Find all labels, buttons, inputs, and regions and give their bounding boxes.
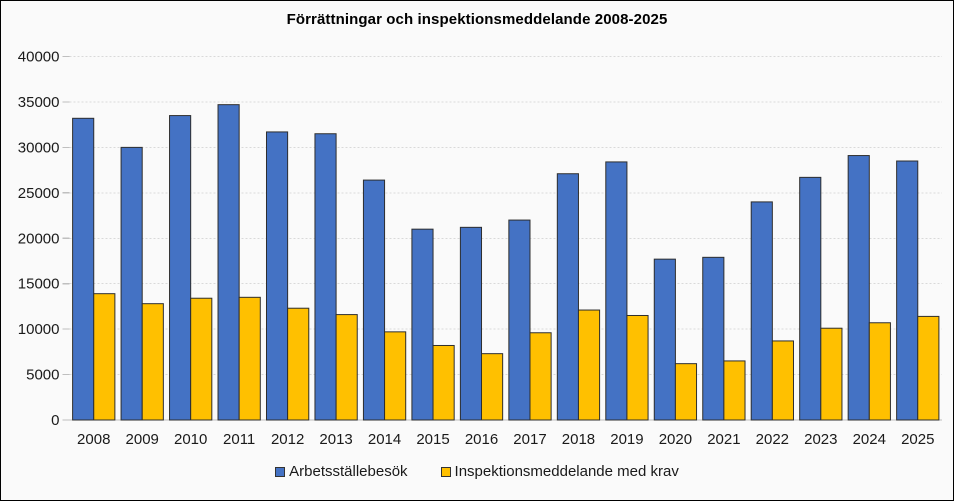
legend-item-inspektionsmeddelande: Inspektionsmeddelande med krav bbox=[440, 463, 679, 480]
bar-inspektionsmeddelande-2022 bbox=[771, 340, 794, 421]
bar-inspektionsmeddelande-2014 bbox=[384, 331, 407, 421]
chart-legend: Arbetsställebesök Inspektionsmeddelande … bbox=[1, 463, 953, 480]
bar-arbetsstallebesok-2019 bbox=[605, 161, 628, 421]
bar-inspektionsmeddelande-2011 bbox=[238, 296, 261, 421]
bar-inspektionsmeddelande-2009 bbox=[141, 303, 164, 421]
y-axis-label: 35000 bbox=[18, 94, 60, 111]
x-axis-label: 2021 bbox=[707, 431, 740, 448]
x-axis-label: 2020 bbox=[659, 431, 692, 448]
bar-arbetsstallebesok-2020 bbox=[653, 258, 676, 421]
legend-swatch-yellow bbox=[440, 466, 451, 477]
x-axis-label: 2018 bbox=[562, 431, 595, 448]
bar-arbetsstallebesok-2016 bbox=[459, 226, 483, 421]
x-axis-label: 2008 bbox=[77, 431, 110, 448]
bar-inspektionsmeddelande-2008 bbox=[93, 293, 116, 421]
bar-inspektionsmeddelande-2015 bbox=[432, 344, 455, 421]
bar-arbetsstallebesok-2014 bbox=[362, 179, 386, 421]
bar-inspektionsmeddelande-2025 bbox=[917, 315, 940, 421]
bar-inspektionsmeddelande-2017 bbox=[529, 332, 552, 421]
x-axis-label: 2023 bbox=[804, 431, 837, 448]
bar-arbetsstallebesok-2012 bbox=[265, 131, 289, 421]
bar-inspektionsmeddelande-2020 bbox=[674, 363, 698, 421]
x-axis-label: 2010 bbox=[174, 431, 207, 448]
bar-arbetsstallebesok-2017 bbox=[508, 219, 531, 421]
x-axis-label: 2015 bbox=[416, 431, 449, 448]
x-axis-label: 2019 bbox=[610, 431, 643, 448]
bar-arbetsstallebesok-2011 bbox=[217, 104, 240, 421]
bar-arbetsstallebesok-2013 bbox=[314, 133, 337, 421]
bar-arbetsstallebesok-2025 bbox=[896, 160, 919, 421]
bar-inspektionsmeddelande-2010 bbox=[190, 297, 213, 421]
bar-arbetsstallebesok-2021 bbox=[702, 256, 725, 421]
x-axis-label: 2014 bbox=[368, 431, 401, 448]
bar-inspektionsmeddelande-2012 bbox=[287, 307, 310, 421]
y-axis-label: 20000 bbox=[18, 230, 60, 247]
bar-inspektionsmeddelande-2024 bbox=[868, 322, 891, 421]
y-axis-label: 40000 bbox=[18, 49, 60, 66]
bar-inspektionsmeddelande-2023 bbox=[820, 327, 843, 421]
y-axis-label: 10000 bbox=[18, 321, 60, 338]
bar-arbetsstallebesok-2023 bbox=[799, 176, 822, 421]
bar-inspektionsmeddelande-2016 bbox=[481, 353, 504, 421]
y-axis-label: 15000 bbox=[18, 276, 60, 293]
x-axis-label: 2009 bbox=[126, 431, 159, 448]
y-axis-label: 5000 bbox=[26, 367, 59, 384]
bar-chart-plot-area: 0 5000 10000 15000 20000 25000 30000 35000 40000… bbox=[18, 49, 942, 448]
bar-arbetsstallebesok-2010 bbox=[169, 115, 192, 421]
y-axis-label: 25000 bbox=[18, 185, 60, 202]
legend-label: Arbetsställebesök bbox=[289, 463, 408, 480]
x-axis-label: 2017 bbox=[513, 431, 546, 448]
legend-swatch-blue bbox=[275, 466, 286, 477]
x-axis-label: 2012 bbox=[271, 431, 304, 448]
legend-item-arbetsstallebesok: Arbetsställebesök bbox=[275, 463, 408, 480]
bar-arbetsstallebesok-2008 bbox=[72, 117, 95, 421]
y-axis-label: 30000 bbox=[18, 139, 60, 156]
chart-title: Förrättningar och inspektionsmeddelande … bbox=[286, 11, 668, 28]
x-axis-label: 2011 bbox=[223, 431, 255, 448]
bar-arbetsstallebesok-2009 bbox=[120, 146, 143, 421]
bar-inspektionsmeddelande-2018 bbox=[577, 309, 601, 421]
x-axis-label: 2024 bbox=[853, 431, 886, 448]
bar-arbetsstallebesok-2015 bbox=[411, 228, 434, 421]
bar-inspektionsmeddelande-2021 bbox=[723, 360, 746, 421]
bar-arbetsstallebesok-2018 bbox=[556, 173, 579, 421]
legend-label: Inspektionsmeddelande med krav bbox=[454, 463, 679, 480]
x-axis-label: 2016 bbox=[465, 431, 498, 448]
bar-inspektionsmeddelande-2013 bbox=[335, 314, 358, 421]
bar-arbetsstallebesok-2022 bbox=[750, 201, 773, 421]
x-axis-label: 2013 bbox=[319, 431, 352, 448]
bar-inspektionsmeddelande-2019 bbox=[626, 314, 649, 421]
x-axis-label: 2022 bbox=[756, 431, 789, 448]
bar-arbetsstallebesok-2024 bbox=[847, 155, 870, 421]
y-axis-label: 0 bbox=[51, 412, 59, 429]
x-axis-label: 2025 bbox=[901, 431, 934, 448]
